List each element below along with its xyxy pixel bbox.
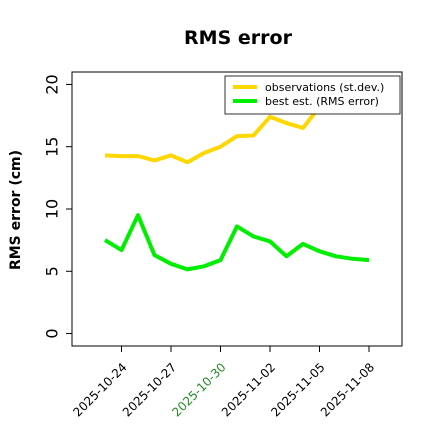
legend-label: best est. (RMS error) bbox=[265, 95, 379, 108]
y-tick-label: 10 bbox=[43, 199, 62, 219]
series-line-best-estimate bbox=[103, 213, 370, 272]
y-tick-label: 0 bbox=[43, 328, 62, 338]
series-line-observations bbox=[104, 105, 322, 165]
legend-label: observations (st.dev.) bbox=[265, 81, 384, 94]
y-tick-label: 15 bbox=[43, 137, 62, 157]
legend: observations (st.dev.)best est. (RMS err… bbox=[224, 75, 401, 115]
y-tick-label: 5 bbox=[43, 266, 62, 276]
legend-box bbox=[224, 75, 401, 115]
chart-title: RMS error bbox=[184, 27, 293, 49]
y-tick-label: 20 bbox=[43, 74, 62, 94]
y-axis-label: RMS error (cm) bbox=[8, 150, 24, 270]
